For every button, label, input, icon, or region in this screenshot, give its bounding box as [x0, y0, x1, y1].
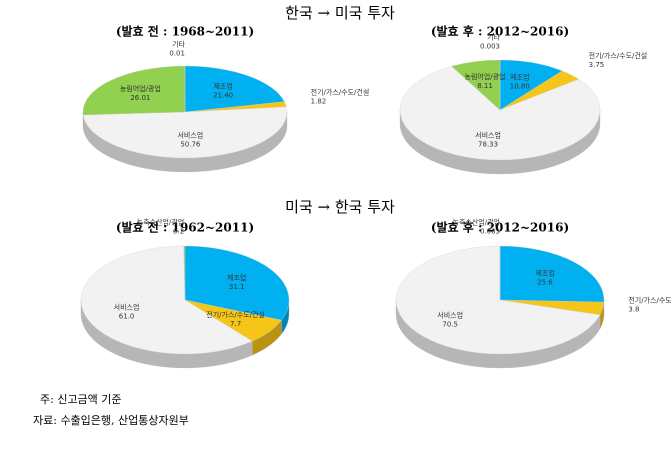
value-label: 3.75	[589, 61, 605, 69]
value-label: 25.6	[537, 279, 553, 287]
value-label: 10.80	[510, 83, 530, 91]
value-label: 0.003	[480, 43, 500, 51]
value-label: 1.82	[311, 97, 327, 105]
value-label: 0.2	[173, 228, 184, 236]
pie-slice	[395, 245, 601, 355]
pie-slice	[82, 65, 186, 116]
category-label: 서비스업	[475, 130, 501, 139]
pie-slice	[183, 245, 186, 301]
chart-title: (발효 전 : 1968~2011)	[116, 24, 254, 39]
category-label: 제조업	[213, 82, 232, 90]
pie-slices	[395, 245, 605, 355]
value-label: 8.11	[477, 82, 493, 90]
category-label: 농림어업/광업	[465, 72, 506, 81]
footnote: 주: 신고금액 기준	[40, 393, 122, 406]
category-label: 서비스업	[437, 311, 463, 320]
pie-slices	[80, 245, 290, 355]
pie-slice	[499, 59, 563, 111]
pie-slice	[499, 245, 605, 303]
section-heading: 한국 → 미국 투자	[285, 4, 395, 22]
pie-slice	[184, 245, 290, 321]
pie-slices	[399, 59, 601, 161]
category-label: 전기/가스/수도/건설	[589, 51, 648, 60]
category-label: 전기/가스/수도/건설	[628, 296, 671, 305]
pie-slice	[184, 65, 285, 113]
chart-title: (발효 후 : 2012~2016)	[431, 24, 569, 39]
pie-slice	[83, 106, 288, 159]
value-label: 0.01	[169, 50, 185, 58]
pie-sides	[80, 299, 290, 369]
chart-title: (발효 후 : 2012~2016)	[431, 220, 569, 235]
pie-slices	[82, 65, 288, 159]
value-label: 26.01	[130, 94, 150, 102]
value-label: 78.33	[478, 140, 498, 148]
chart-title: (발효 전 : 1962~2011)	[116, 220, 254, 235]
category-label: 서비스업	[177, 130, 203, 139]
category-label: 기타	[172, 40, 185, 49]
footnote: 자료: 수출입은행, 산업통상자원부	[33, 414, 189, 427]
pie-slice	[80, 245, 253, 355]
value-label: 3.8	[628, 306, 639, 314]
value-label: 0.003	[480, 228, 500, 236]
category-label: 서비스업	[114, 302, 140, 311]
category-label: 전기/가스/수도/건설	[311, 87, 370, 96]
pie-slice	[399, 66, 601, 161]
category-label: 농축수산업/광업	[453, 218, 500, 227]
category-label: 제조업	[510, 74, 529, 82]
category-label: 제조업	[535, 270, 554, 278]
value-label: 21.40	[213, 91, 233, 99]
value-label: 7.7	[230, 320, 241, 328]
section-heading: 미국 → 한국 투자	[285, 198, 395, 216]
value-label: 70.5	[442, 321, 458, 329]
category-label: 농림어업/광업	[120, 84, 161, 93]
category-label: 전기/가스/수도/건설	[206, 310, 265, 319]
value-label: 50.76	[180, 140, 201, 148]
category-label: 농축수산업/광업	[137, 218, 184, 227]
category-label: 제조업	[227, 274, 246, 282]
value-label: 61.0	[119, 312, 135, 320]
value-label: 31.1	[229, 283, 245, 291]
category-label: 기타	[487, 33, 500, 42]
